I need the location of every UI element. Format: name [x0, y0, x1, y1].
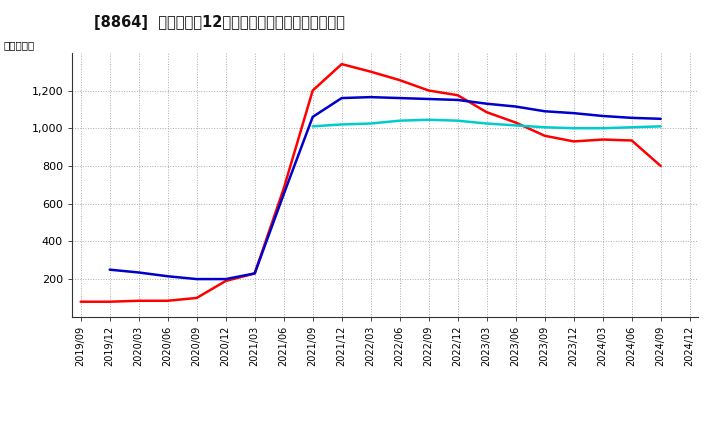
- Text: [8864]  当期純利益12か月移動合計の標準偏差の推移: [8864] 当期純利益12か月移動合計の標準偏差の推移: [94, 15, 344, 30]
- Y-axis label: （百万円）: （百万円）: [3, 40, 35, 50]
